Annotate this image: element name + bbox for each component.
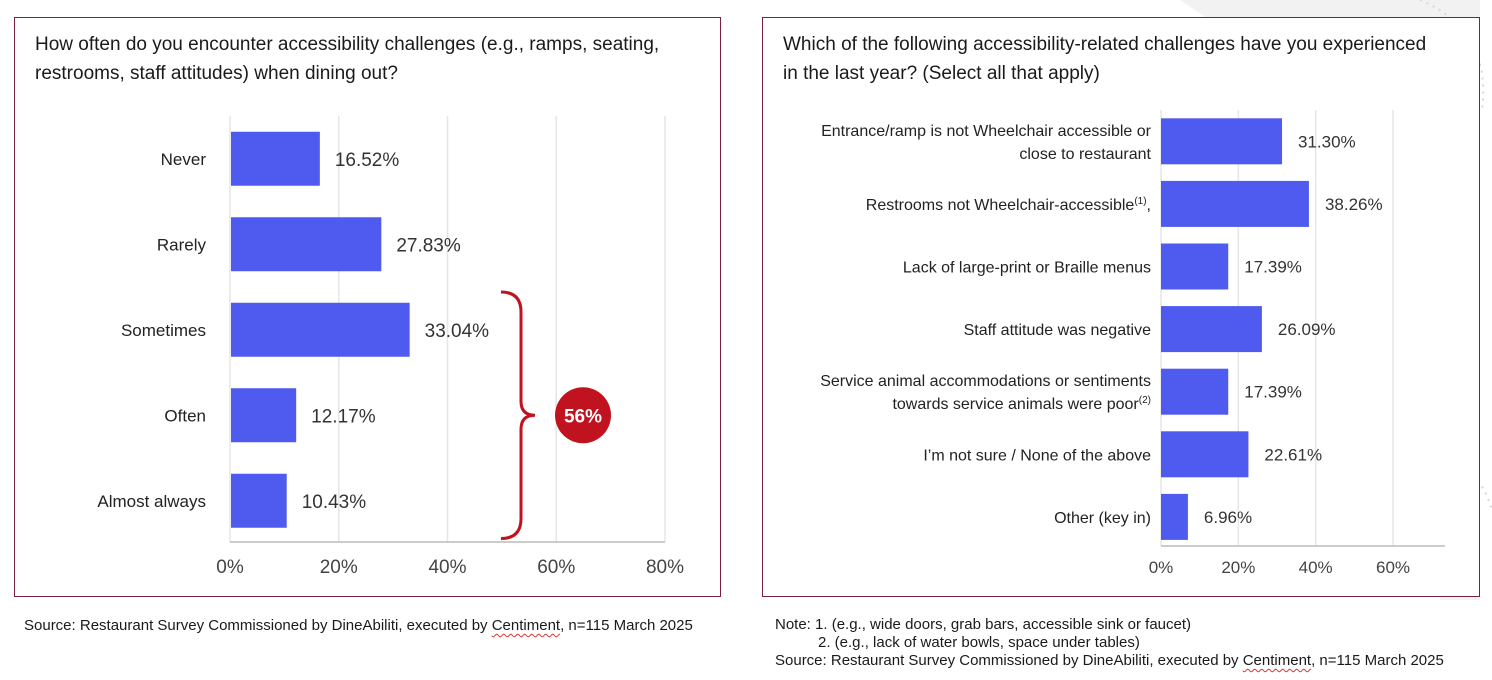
category-label: Service animal accommodations or sentime… bbox=[820, 373, 1151, 390]
bar bbox=[1161, 431, 1249, 478]
category-label-line: towards service animals were poor bbox=[892, 396, 1139, 413]
data-label: 12.17% bbox=[311, 406, 376, 427]
category-label: Often bbox=[164, 406, 206, 425]
bar bbox=[231, 388, 297, 443]
footnote-marker: (2) bbox=[1139, 395, 1151, 406]
category-label: I’m not sure / None of the above bbox=[923, 447, 1151, 464]
category-label: Lack of large-print or Braille menus bbox=[903, 260, 1151, 277]
data-label: 38.26% bbox=[1325, 195, 1383, 214]
category-label: Restrooms not Wheelchair-accessible(1), bbox=[866, 196, 1151, 214]
category-label-line: Restrooms not Wheelchair-accessible bbox=[866, 197, 1135, 214]
bar bbox=[1161, 180, 1309, 227]
x-tick-label: 20% bbox=[320, 557, 358, 578]
category-label-line: Staff attitude was negative bbox=[964, 322, 1151, 339]
note-2: 2. (e.g., lack of water bowls, space und… bbox=[818, 634, 1140, 651]
x-tick-label: 60% bbox=[537, 557, 575, 578]
category-label-line: Entrance/ramp is not Wheelchair accessib… bbox=[821, 123, 1152, 140]
data-label: 17.39% bbox=[1244, 258, 1302, 277]
data-label: 31.30% bbox=[1298, 132, 1356, 151]
category-label-suffix: , bbox=[1147, 197, 1151, 214]
footnote-marker: (1) bbox=[1134, 196, 1146, 207]
x-tick-label: 80% bbox=[646, 557, 684, 578]
chart-panel-challenges: Which of the following accessibility-rel… bbox=[762, 17, 1480, 597]
bar bbox=[1161, 243, 1229, 290]
category-label: Sometimes bbox=[121, 321, 206, 340]
x-tick-label: 40% bbox=[428, 557, 466, 578]
chart-title-frequency: How often do you encounter accessibility… bbox=[35, 34, 660, 84]
x-tick-label: 0% bbox=[1149, 558, 1174, 577]
notes-block: Note: 1. (e.g., wide doors, grab bars, a… bbox=[775, 616, 1444, 670]
source-right-text: Source: Restaurant Survey Commissioned b… bbox=[775, 652, 1243, 669]
source-left-text: Source: Restaurant Survey Commissioned b… bbox=[24, 617, 492, 634]
bar-chart-challenges: 0% 20% 40% 60% Entrance/ramp is not Wheelcha… bbox=[820, 110, 1445, 577]
category-label: Rarely bbox=[157, 235, 207, 254]
category-label: Staff attitude was negative bbox=[964, 322, 1151, 339]
source-left-centiment: Centiment bbox=[491, 617, 561, 634]
bar bbox=[1161, 306, 1262, 353]
chart-panel-frequency: How often do you encounter accessibility… bbox=[14, 17, 721, 597]
source-left-tail: , n=115 March 2025 bbox=[560, 617, 693, 634]
category-label: Never bbox=[161, 150, 207, 169]
x-tick-label: 20% bbox=[1221, 558, 1255, 577]
bar bbox=[231, 302, 410, 357]
category-label: close to restaurant bbox=[1019, 146, 1151, 163]
chart-title-challenges: Which of the following accessibility-rel… bbox=[783, 34, 1427, 84]
bar bbox=[1161, 118, 1283, 165]
bar bbox=[231, 131, 320, 186]
bar bbox=[231, 217, 382, 272]
x-tick-label: 60% bbox=[1376, 558, 1410, 577]
x-tick-label: 0% bbox=[216, 557, 244, 578]
source-note-left: Source: Restaurant Survey Commissioned b… bbox=[24, 617, 693, 635]
data-label: 17.39% bbox=[1244, 383, 1302, 402]
source-right-tail: , n=115 March 2025 bbox=[1311, 652, 1444, 669]
data-label: 16.52% bbox=[335, 150, 400, 171]
x-tick-label: 40% bbox=[1299, 558, 1333, 577]
category-label-line: Lack of large-print or Braille menus bbox=[903, 260, 1151, 277]
data-label: 27.83% bbox=[396, 235, 461, 256]
bar bbox=[1161, 493, 1188, 540]
source-right-centiment: Centiment bbox=[1242, 652, 1312, 669]
category-label-line: Other (key in) bbox=[1054, 510, 1151, 527]
category-label: towards service animals were poor(2) bbox=[892, 395, 1151, 413]
bracket bbox=[500, 290, 536, 540]
data-label: 33.04% bbox=[425, 321, 490, 342]
data-label: 26.09% bbox=[1278, 320, 1336, 339]
data-label: 10.43% bbox=[302, 492, 367, 513]
category-label: Entrance/ramp is not Wheelchair accessib… bbox=[821, 123, 1152, 140]
data-label: 6.96% bbox=[1204, 508, 1252, 527]
data-label: 22.61% bbox=[1264, 445, 1322, 464]
note-1: Note: 1. (e.g., wide doors, grab bars, a… bbox=[775, 616, 1192, 633]
bar bbox=[1161, 368, 1229, 415]
source-note-right: Source: Restaurant Survey Commissioned b… bbox=[775, 652, 1444, 670]
category-label-line: I’m not sure / None of the above bbox=[923, 447, 1151, 464]
category-label: Almost always bbox=[97, 492, 206, 511]
category-label: Other (key in) bbox=[1054, 510, 1151, 527]
bar bbox=[231, 473, 287, 528]
callout-badge bbox=[555, 387, 611, 444]
category-label-line: Service animal accommodations or sentime… bbox=[820, 373, 1151, 390]
bar-chart-frequency: 0% 20% 40% 60% 80% Never 16.52% Rarely 27.83% Som… bbox=[97, 116, 684, 578]
callout-text: 56% bbox=[564, 406, 602, 427]
category-label-line: close to restaurant bbox=[1019, 146, 1151, 163]
